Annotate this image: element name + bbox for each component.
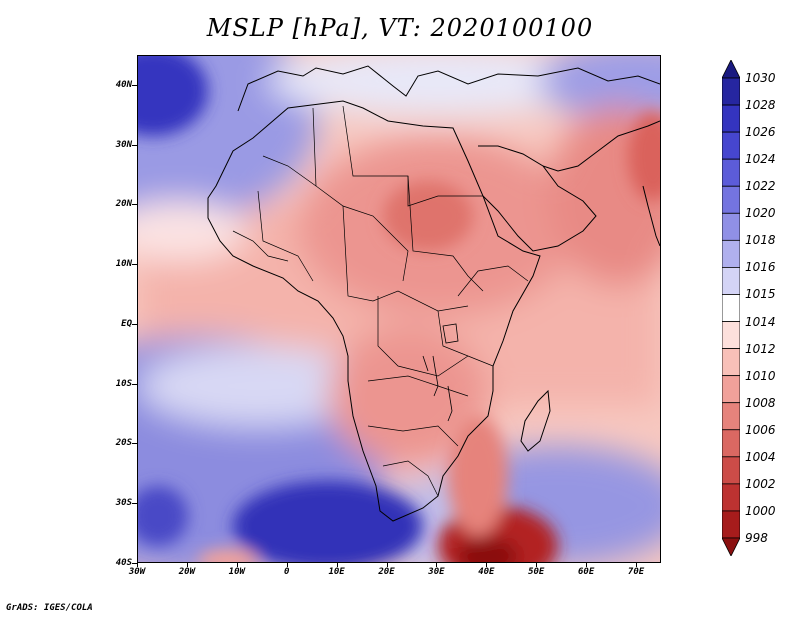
colorbar-label: 1015 xyxy=(745,287,776,302)
colorbar-swatch xyxy=(722,294,740,322)
lon-tick-label: 70E xyxy=(627,567,645,577)
colorbar-label: 1008 xyxy=(745,395,776,410)
colorbar-swatch xyxy=(722,185,740,214)
lat-tick-label: EQ xyxy=(121,318,132,329)
colorbar-swatch xyxy=(722,510,740,539)
lat-tick-label: 40S xyxy=(115,558,132,568)
colorbar-swatch xyxy=(722,267,740,295)
lon-tick-mark xyxy=(137,563,138,567)
lat-tick-mark xyxy=(132,144,137,146)
colorbar-swatch xyxy=(722,402,740,431)
colorbar-swatch xyxy=(722,375,740,404)
colorbar-swatch xyxy=(722,158,740,187)
colorbar-label: 1028 xyxy=(745,98,776,113)
lat-tick-mark xyxy=(132,443,137,445)
lon-tick-label: 50E xyxy=(528,567,545,577)
colorbar-swatch xyxy=(722,348,740,377)
lon-tick-mark xyxy=(186,563,188,567)
lat-tick-label: 30N xyxy=(115,139,132,150)
credit-text: GrADS: IGES/COLA xyxy=(6,603,93,613)
colorbar-swatch xyxy=(722,131,740,160)
colorbar-swatch xyxy=(722,77,740,106)
lon-tick-mark xyxy=(336,563,338,567)
lat-tick-mark xyxy=(132,204,137,206)
lat-tick-label: 30S xyxy=(115,498,132,509)
colorbar-swatch xyxy=(722,104,740,133)
colorbar-top-arrow xyxy=(722,60,740,79)
colorbar-label: 1022 xyxy=(745,179,776,194)
pressure-field xyxy=(138,56,660,562)
colorbar-swatch xyxy=(722,239,740,268)
political-borders xyxy=(232,105,529,497)
lat-tick-mark xyxy=(132,503,137,505)
lat-tick-label: 20S xyxy=(115,438,132,449)
lat-tick-label: 10N xyxy=(115,259,132,270)
colorbar-swatch xyxy=(722,456,740,485)
lon-tick-mark xyxy=(586,563,588,567)
colorbar-swatch xyxy=(722,429,740,458)
colorbar-label: 1020 xyxy=(745,206,776,221)
colorbar-label: 1018 xyxy=(745,233,776,248)
colorbar-label: 1004 xyxy=(745,449,776,464)
lon-tick-label: 30E xyxy=(428,567,445,577)
colorbar-label: 1024 xyxy=(745,152,776,167)
lat-tick-label: 20N xyxy=(115,199,132,210)
lon-tick-label: 10W xyxy=(228,567,245,577)
colorbar-label: 1006 xyxy=(745,422,776,437)
lon-tick-mark xyxy=(386,563,388,567)
colorbar-label: 1016 xyxy=(745,260,776,275)
lon-tick-label: 10E xyxy=(328,567,345,577)
colorbar-swatch xyxy=(722,212,740,241)
lat-tick-mark xyxy=(132,383,137,385)
colorbar-label: 1002 xyxy=(745,476,776,491)
lon-tick-label: 20W xyxy=(178,567,196,577)
lon-tick-label: 60E xyxy=(578,567,595,577)
colorbar-label: 1010 xyxy=(745,368,776,383)
lon-tick-mark xyxy=(636,563,638,567)
lon-tick-mark xyxy=(536,563,538,567)
coastline xyxy=(207,65,660,522)
pressure-map xyxy=(137,55,661,563)
colorbar-label: 1012 xyxy=(745,341,776,356)
lat-tick-mark xyxy=(132,84,137,86)
lon-tick-mark xyxy=(286,563,288,567)
lat-tick-label: 40N xyxy=(115,79,132,90)
lat-tick-mark xyxy=(132,563,137,564)
map-title: MSLP [hPa], VT: 2020100100 xyxy=(206,14,594,42)
lon-tick-label: 0 xyxy=(283,567,290,577)
lon-tick-label: 40E xyxy=(478,567,495,577)
colorbar-bottom-arrow xyxy=(722,537,740,556)
lon-tick-label: 20E xyxy=(378,567,395,577)
colorbar-swatch xyxy=(722,483,740,512)
lat-tick-mark xyxy=(132,323,137,325)
lon-tick-mark xyxy=(236,563,238,567)
lat-tick-mark xyxy=(132,264,137,266)
colorbar xyxy=(722,60,740,556)
colorbar-label: 1000 xyxy=(745,503,776,518)
lat-tick-label: 10S xyxy=(115,378,132,389)
lon-tick-mark xyxy=(486,563,488,567)
lakes xyxy=(422,323,459,422)
lon-tick-label: 30W xyxy=(128,567,146,577)
colorbar-label: 1030 xyxy=(745,71,776,85)
colorbar-label: 998 xyxy=(745,531,768,545)
colorbar-label: 1014 xyxy=(745,314,776,329)
lon-tick-mark xyxy=(436,563,438,567)
colorbar-swatch xyxy=(722,321,740,349)
colorbar-label: 1026 xyxy=(745,125,776,140)
